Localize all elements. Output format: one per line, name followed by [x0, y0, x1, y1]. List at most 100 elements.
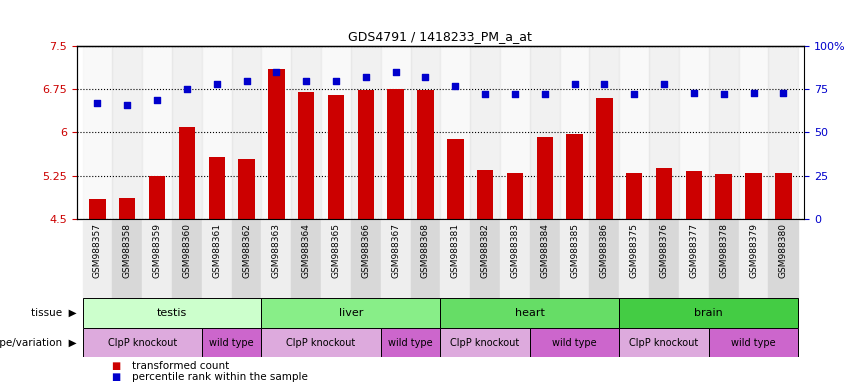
Bar [231, 219, 261, 298]
Bar [298, 92, 314, 219]
Text: GSM988363: GSM988363 [271, 223, 281, 278]
Bar [567, 134, 583, 219]
Bar [202, 328, 261, 357]
Bar [83, 328, 202, 357]
Text: GSM988376: GSM988376 [660, 223, 669, 278]
Bar [83, 298, 261, 328]
Text: ClpP knockout: ClpP knockout [287, 338, 356, 348]
Point [746, 90, 760, 96]
Text: GSM988359: GSM988359 [152, 223, 162, 278]
Bar [83, 46, 112, 219]
Text: GSM988384: GSM988384 [540, 223, 549, 278]
Text: GSM988362: GSM988362 [242, 223, 251, 278]
Bar [440, 46, 471, 219]
Bar [231, 46, 261, 219]
Text: wild type: wild type [731, 338, 776, 348]
Text: GSM988375: GSM988375 [630, 223, 639, 278]
Bar [530, 219, 560, 298]
Bar [590, 46, 620, 219]
Bar [626, 173, 643, 219]
Text: wild type: wild type [552, 338, 597, 348]
Text: ■: ■ [111, 361, 120, 371]
Bar [142, 219, 172, 298]
Bar [380, 46, 410, 219]
Bar [649, 46, 679, 219]
Bar [112, 46, 142, 219]
Bar [119, 198, 135, 219]
Text: GSM988382: GSM988382 [481, 223, 489, 278]
Bar [716, 174, 732, 219]
Text: GSM988366: GSM988366 [362, 223, 370, 278]
Point [597, 81, 611, 87]
Text: GSM988379: GSM988379 [749, 223, 758, 278]
Bar [380, 219, 410, 298]
Bar [291, 46, 321, 219]
Point [359, 74, 373, 80]
Bar [477, 170, 494, 219]
Bar [351, 46, 380, 219]
Text: GSM988381: GSM988381 [451, 223, 460, 278]
Bar [83, 219, 112, 298]
Bar [261, 328, 380, 357]
Point [776, 90, 790, 96]
Bar [328, 95, 344, 219]
Point [508, 91, 522, 98]
Bar [620, 219, 649, 298]
Bar [238, 159, 254, 219]
Text: liver: liver [339, 308, 363, 318]
Bar [441, 328, 530, 357]
Bar [620, 46, 649, 219]
Bar [149, 176, 165, 219]
Bar [537, 137, 553, 219]
Bar [709, 219, 739, 298]
Text: tissue  ▶: tissue ▶ [31, 308, 77, 318]
Point [300, 78, 313, 84]
Bar [202, 46, 231, 219]
Bar [357, 90, 374, 219]
Bar [268, 69, 284, 219]
Bar [686, 171, 702, 219]
Point [717, 91, 730, 98]
Point [151, 96, 164, 103]
Point [568, 81, 581, 87]
Bar [172, 46, 202, 219]
Text: wild type: wild type [209, 338, 254, 348]
Text: GSM988357: GSM988357 [93, 223, 102, 278]
Text: GSM988378: GSM988378 [719, 223, 728, 278]
Point [121, 102, 134, 108]
Bar [112, 219, 142, 298]
Bar [739, 46, 768, 219]
Bar [560, 46, 590, 219]
Text: GSM988368: GSM988368 [421, 223, 430, 278]
Text: GSM988364: GSM988364 [302, 223, 311, 278]
Text: GSM988380: GSM988380 [779, 223, 788, 278]
Text: brain: brain [694, 308, 723, 318]
Point [180, 86, 194, 92]
Text: ■: ■ [111, 372, 120, 382]
Text: GSM988377: GSM988377 [689, 223, 699, 278]
Point [240, 78, 254, 84]
Point [91, 100, 105, 106]
Bar [142, 46, 172, 219]
Text: GSM988386: GSM988386 [600, 223, 609, 278]
Text: GSM988367: GSM988367 [391, 223, 400, 278]
Point [329, 78, 343, 84]
Bar [709, 46, 739, 219]
Bar [775, 173, 791, 219]
Text: wild type: wild type [388, 338, 433, 348]
Bar [530, 328, 620, 357]
Bar [447, 139, 464, 219]
Bar [179, 127, 195, 219]
Bar [560, 219, 590, 298]
Point [538, 91, 551, 98]
Bar [500, 219, 530, 298]
Bar [679, 46, 709, 219]
Bar [261, 219, 291, 298]
Bar [351, 219, 380, 298]
Text: transformed count: transformed count [132, 361, 229, 371]
Bar [441, 219, 471, 298]
Bar [649, 219, 679, 298]
Bar [410, 219, 441, 298]
Bar [590, 219, 620, 298]
Bar [410, 46, 440, 219]
